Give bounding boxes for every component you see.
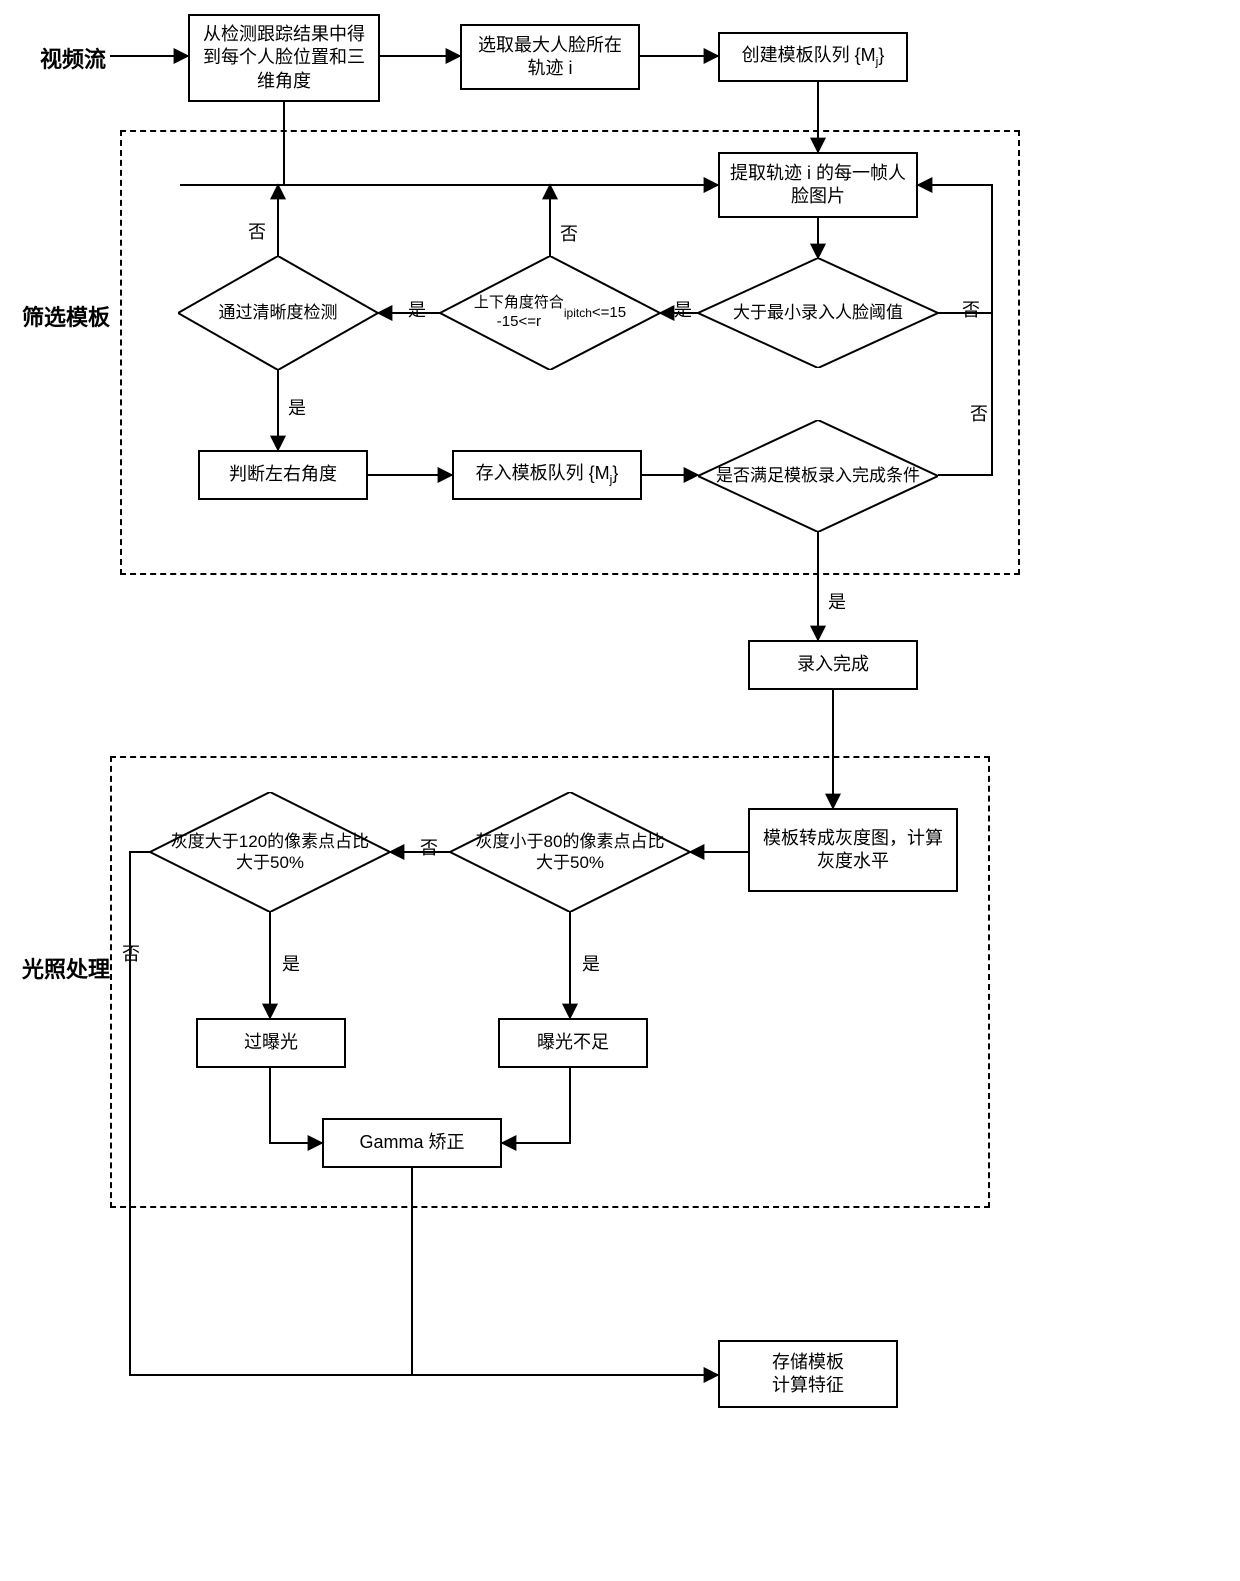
node-final-store: 存储模板 计算特征 — [718, 1340, 898, 1408]
node-underexp: 曝光不足 — [498, 1018, 648, 1068]
node-storeQ-text: 存入模板队列 {Mj} — [476, 462, 619, 488]
diamond-pitch-text: 上下角度符合-15<=ripitch<=15 — [440, 256, 660, 370]
node-detect-text: 从检测跟踪结果中得到每个人脸位置和三维角度 — [200, 23, 368, 93]
diamond-clarity: 通过清晰度检测 — [178, 256, 378, 370]
node-to-gray: 模板转成灰度图，计算灰度水平 — [748, 808, 958, 892]
node-extract-text: 提取轨迹 i 的每一帧人脸图片 — [730, 162, 906, 209]
lbl-minface-yes: 是 — [672, 296, 694, 322]
node-final-text: 存储模板 计算特征 — [772, 1351, 844, 1398]
node-select-max: 选取最大人脸所在轨迹 i — [460, 24, 640, 90]
label-video-stream: 视频流 — [40, 42, 106, 74]
lbl-done-yes: 是 — [826, 588, 848, 614]
node-create-text: 创建模板队列 {Mj} — [742, 44, 885, 70]
node-create-queue: 创建模板队列 {Mj} — [718, 32, 908, 82]
node-selmax-text: 选取最大人脸所在轨迹 i — [472, 34, 628, 81]
diamond-pitch: 上下角度符合-15<=ripitch<=15 — [440, 256, 660, 370]
node-extract-frame: 提取轨迹 i 的每一帧人脸图片 — [718, 152, 918, 218]
node-store-queue: 存入模板队列 {Mj} — [452, 450, 642, 500]
lbl-pitch-no: 否 — [558, 220, 580, 246]
label-light-process: 光照处理 — [22, 952, 110, 984]
lbl-pitch-yes: 是 — [406, 296, 428, 322]
lbl-clarity-yes: 是 — [286, 394, 308, 420]
diamond-min-face: 大于最小录入人脸阈值 — [698, 258, 938, 368]
diamond-done-text: 是否满足模板录入完成条件 — [698, 420, 938, 532]
node-gamma: Gamma 矫正 — [322, 1118, 502, 1168]
lbl-minface-no: 否 — [960, 296, 982, 322]
node-done-text: 录入完成 — [797, 653, 869, 676]
lbl-gt120-yes: 是 — [280, 950, 302, 976]
node-under-text: 曝光不足 — [537, 1031, 609, 1054]
lbl-clarity-no: 否 — [246, 218, 268, 244]
node-over-text: 过曝光 — [244, 1031, 298, 1054]
diamond-gt120-text: 灰度大于120的像素点占比大于50% — [150, 792, 390, 912]
lbl-lt80-no: 否 — [418, 834, 440, 860]
label-filter-template: 筛选模板 — [22, 300, 110, 332]
diamond-done: 是否满足模板录入完成条件 — [698, 420, 938, 532]
node-overexp: 过曝光 — [196, 1018, 346, 1068]
node-enroll-done: 录入完成 — [748, 640, 918, 690]
lbl-done-no: 否 — [968, 400, 990, 426]
diamond-lt80-text: 灰度小于80的像素点占比大于50% — [450, 792, 690, 912]
diamond-lt80: 灰度小于80的像素点占比大于50% — [450, 792, 690, 912]
node-gamma-text: Gamma 矫正 — [359, 1131, 464, 1154]
diamond-min-face-text: 大于最小录入人脸阈值 — [698, 258, 938, 368]
node-judge-yaw: 判断左右角度 — [198, 450, 368, 500]
lbl-gt120-no: 否 — [120, 940, 142, 966]
node-detect: 从检测跟踪结果中得到每个人脸位置和三维角度 — [188, 14, 380, 102]
node-judgeLR-text: 判断左右角度 — [229, 463, 337, 486]
diamond-clarity-text: 通过清晰度检测 — [178, 256, 378, 370]
node-gray-text: 模板转成灰度图，计算灰度水平 — [760, 827, 946, 874]
lbl-lt80-yes: 是 — [580, 950, 602, 976]
diamond-gt120: 灰度大于120的像素点占比大于50% — [150, 792, 390, 912]
